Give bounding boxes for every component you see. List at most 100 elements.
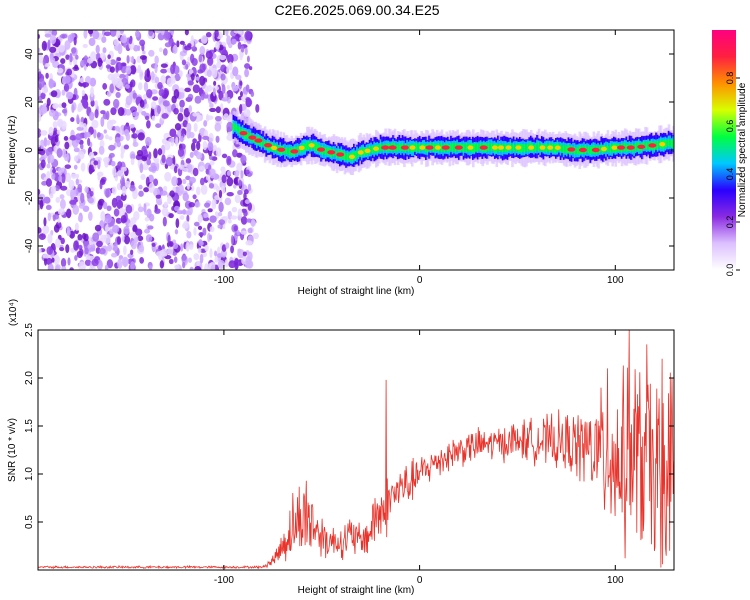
spectrogram-cell <box>334 149 337 157</box>
spectrogram-cell <box>233 177 238 185</box>
spectrogram-cell <box>69 199 77 205</box>
spectrogram-cell <box>666 139 669 148</box>
spectrogram-cell <box>512 143 516 151</box>
spectrogram-cell <box>239 51 243 61</box>
spectrogram-cell <box>244 30 252 41</box>
spectrogram-cell <box>110 160 116 167</box>
spectrogram-cell <box>230 234 234 246</box>
spectrogram-cell <box>237 30 243 35</box>
spectrogram-cell <box>221 84 226 95</box>
spectrogram-cell <box>166 77 173 87</box>
spectrogram-peak <box>554 145 561 150</box>
spectrogram-cell <box>87 255 95 261</box>
spectrogram-cell <box>102 156 110 163</box>
spectrogram-cell <box>110 107 117 116</box>
colorbar-label: Normalized spectral amplitude <box>737 82 748 217</box>
spectrogram-cell <box>476 143 480 152</box>
spectrogram-cell <box>109 152 115 158</box>
colorbar-tick-label: 0.8 <box>725 72 735 85</box>
spectrogram-cell <box>123 226 130 235</box>
spectrogram-cell <box>45 72 49 79</box>
spectrogram-cell <box>87 197 95 204</box>
spectrogram-cell <box>170 30 175 36</box>
spectrogram-cell <box>120 214 127 224</box>
spectrogram-cell <box>247 227 253 234</box>
spectrogram-cell <box>49 46 57 53</box>
spectrogram-cell <box>533 144 536 152</box>
spectrogram-cell <box>43 217 47 227</box>
spectrogram-peak <box>637 144 646 150</box>
spectrogram-cell <box>81 82 90 88</box>
spectrogram-cell <box>239 103 243 115</box>
spectrogram-cell <box>154 63 158 74</box>
spectrogram-cell <box>47 212 52 222</box>
spectrogram-cell <box>185 73 191 78</box>
spectrogram-cell <box>116 170 124 177</box>
spectrogram-cell <box>407 145 411 152</box>
spectrogram-y-tick-label: -20 <box>24 190 35 205</box>
spectrogram-cell <box>561 143 564 153</box>
spectrogram-cell <box>169 128 177 138</box>
spectrogram-cell <box>233 225 238 232</box>
spectrogram-cell <box>246 131 250 139</box>
spectrogram-cell <box>220 73 226 81</box>
snr-panel: -100 0 100 0.5 1.0 1.5 2.0 2.5 Height of strai… <box>7 299 675 596</box>
spectrogram-cell <box>106 205 112 212</box>
spectrogram-cell <box>503 143 506 152</box>
snr-x-ticks: -100 0 100 <box>214 330 624 586</box>
spectrogram-cell <box>245 240 253 246</box>
spectrogram-cell <box>141 156 148 162</box>
spectrogram-cell <box>182 261 186 269</box>
spectrogram-cell <box>104 264 109 270</box>
spectrogram-x-axis-label: Height of straight line (km) <box>298 286 415 297</box>
spectrogram-cell <box>92 232 100 242</box>
spectrogram-cell <box>38 128 42 138</box>
spectrogram-cell <box>115 91 121 98</box>
spectrogram-cell <box>194 201 201 208</box>
spectrogram-cell <box>52 214 56 222</box>
spectrogram-cell <box>93 129 97 139</box>
spectrogram-cell <box>226 121 233 132</box>
spectrogram-cell <box>139 99 145 108</box>
spectrogram-cell <box>100 52 106 61</box>
spectrogram-cell <box>109 66 115 73</box>
spectrogram-cell <box>38 204 41 211</box>
spectrogram-cell <box>227 53 234 65</box>
spectrogram-peak <box>441 145 450 150</box>
spectrogram-cell <box>245 98 253 107</box>
spectrogram-cell <box>287 146 290 156</box>
spectrogram-cell <box>185 63 189 70</box>
spectrogram-cell <box>121 185 127 196</box>
spectrogram-cell <box>164 30 169 39</box>
spectrogram-cell <box>88 111 95 121</box>
spectrogram-cell <box>61 89 66 96</box>
spectrogram-cell <box>63 75 71 84</box>
spectrogram-cell <box>146 68 150 78</box>
spectrogram-cell <box>196 140 201 151</box>
spectrogram-cell <box>157 148 163 156</box>
spectrogram-cell <box>113 73 120 78</box>
spectrogram-cell <box>168 213 174 219</box>
spectrogram-cell <box>100 116 105 128</box>
spectrogram-cell <box>102 82 108 90</box>
spectrogram-signal-band <box>232 110 674 176</box>
spectrogram-cell <box>111 76 116 82</box>
spectrogram-cell <box>59 198 66 210</box>
spectrogram-cell <box>43 196 51 204</box>
spectrogram-cell <box>123 245 127 256</box>
spectrogram-cell <box>114 77 122 88</box>
spectrogram-cell <box>130 153 136 160</box>
spectrogram-cell <box>153 178 159 187</box>
spectrogram-cell <box>55 264 61 270</box>
spectrogram-cell <box>217 259 225 269</box>
spectrogram-cell <box>61 173 66 184</box>
spectrogram-cell <box>523 144 527 153</box>
spectrogram-cell <box>75 133 83 141</box>
spectrogram-cell <box>54 134 59 143</box>
spectrogram-peak <box>617 145 626 150</box>
spectrogram-cell <box>38 148 46 156</box>
spectrogram-cell <box>132 126 136 134</box>
spectrogram-cell <box>130 79 136 88</box>
spectrogram-cell <box>70 189 75 200</box>
